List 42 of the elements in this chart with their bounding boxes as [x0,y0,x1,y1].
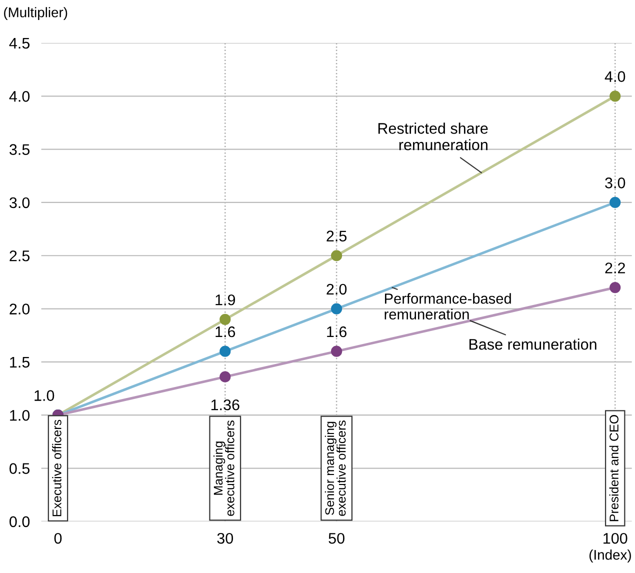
annotation: Senior managing executive officers [324,420,346,516]
annotation: Managing executive officers [213,420,234,516]
point [330,346,342,357]
y-tick-label: 4.5 [9,38,30,49]
data-label: 1.6 [327,326,346,338]
y-tick-label: 3.0 [10,197,30,208]
y-tick-label: 4.0 [9,91,30,102]
point [220,371,231,382]
point [610,282,621,294]
y-tick-label: 1.5 [10,356,30,368]
series-label: Base remuneration [469,338,596,350]
point [330,250,342,262]
point [220,314,231,325]
y-tick-label: 3.5 [10,144,30,155]
y-tick-label: 1.0 [10,410,30,421]
y-tick-label: 0.5 [10,463,30,474]
data-label: 1.6 [216,326,236,338]
y-axis-title: (Multiplier) [4,7,68,20]
data-label: 1.0 [34,390,54,401]
point [330,303,342,314]
point [220,346,231,357]
point [610,196,621,208]
x-tick-label: 0 [54,532,62,544]
data-label: 2.0 [326,284,347,295]
x-axis-title: (Index) [589,550,631,562]
x-tick-label: 30 [217,532,234,544]
data-label: 1.9 [216,294,236,306]
y-tick-label: 0.0 [10,516,30,528]
x-tick-label: 50 [328,532,344,544]
series-label: Performance-based remuneration [384,293,511,320]
x-tick-label: 100 [604,532,628,544]
data-label: 4.0 [604,71,626,82]
data-label: 3.0 [605,178,626,188]
point [610,90,621,102]
data-label: 2.5 [326,230,347,242]
y-tick-label: 2.0 [10,304,30,314]
y-tick-label: 2.5 [10,250,30,262]
annotation: Executive officers [52,420,62,516]
data-label: 2.2 [605,262,625,274]
series-label: Restricted share remuneration [378,122,488,150]
annotation: President and CEO [609,415,618,522]
data-label: 1.36 [211,399,240,410]
